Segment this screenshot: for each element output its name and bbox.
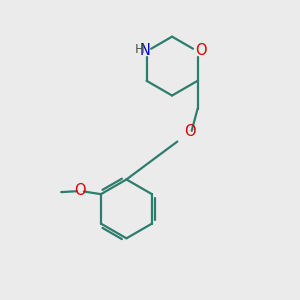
Text: O: O — [184, 124, 196, 139]
Text: N: N — [140, 43, 151, 58]
Text: H: H — [135, 43, 145, 56]
Text: O: O — [195, 43, 207, 58]
Text: O: O — [74, 183, 86, 198]
